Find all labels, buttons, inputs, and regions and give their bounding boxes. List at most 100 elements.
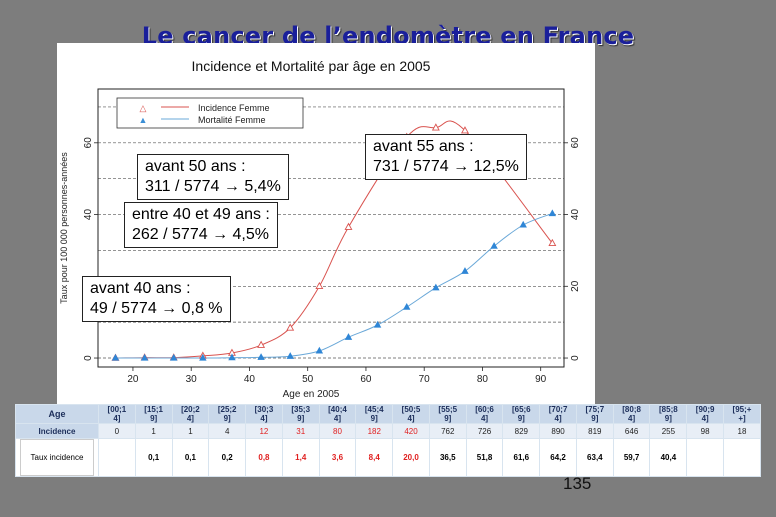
x-tick-label: 80	[477, 374, 489, 385]
incidence-cell: 80	[318, 423, 357, 439]
taux-cell: 51,8	[465, 438, 504, 477]
mortality-point	[519, 220, 527, 228]
incidence-point	[344, 222, 353, 230]
incidence-cell: 1	[134, 423, 173, 439]
legend-mortality-marker: ▲	[139, 115, 148, 125]
incidence-row: Incidence 0 1 1 4 12 31 80 182 420 762 726 829 890 81…	[15, 423, 761, 439]
mortality-point	[257, 353, 265, 360]
mortality-point	[140, 353, 149, 361]
taux-cell: 0,8	[245, 438, 283, 477]
age-group-cell: [25;2 9]	[208, 404, 247, 424]
callout-40-49-line1: entre 40 et 49 ans :	[132, 206, 270, 223]
incidence-cell: 4	[208, 423, 247, 439]
incidence-point	[257, 340, 266, 348]
taux-label: Taux incidence	[19, 439, 95, 476]
legend-box	[116, 97, 304, 129]
mortality-point	[199, 353, 207, 361]
plot-frame	[97, 88, 565, 368]
legend-incidence-label: Incidence Femme	[198, 103, 270, 113]
callout-40-49-line2: 262 / 5774 → 4,5%	[132, 226, 269, 243]
incidence-cell: 31	[281, 423, 320, 439]
y-right-tick-label: 20	[570, 280, 581, 292]
incidence-cell: 12	[245, 423, 283, 439]
y-right-tick-label: 40	[570, 209, 581, 221]
mortality-line	[115, 213, 553, 359]
callout-before-50-line2: 311 / 5774 → 5,4%	[145, 178, 281, 195]
age-group-cell: [35;3 9]	[281, 404, 320, 424]
age-group-cell: [80;8 4]	[612, 404, 651, 424]
taux-label-cell: Taux incidence	[15, 438, 99, 477]
taux-cell: 0,1	[134, 438, 173, 477]
page-number: 135	[563, 474, 592, 493]
x-tick-label: 50	[302, 374, 314, 385]
chart-panel: Incidence et Mortalité par âge en 2005 2…	[57, 43, 595, 405]
chart-legend: △ Incidence Femme ▲ Mortalité Femme	[116, 97, 304, 129]
mortality-point	[286, 352, 294, 359]
taux-cell: 0,2	[208, 438, 247, 477]
age-group-cell: [90;9 4]	[686, 404, 725, 424]
age-group-cell: [70;7 4]	[539, 404, 577, 424]
x-tick-label: 20	[127, 374, 139, 385]
age-group-cell: [55;5 9]	[428, 404, 467, 424]
chart-title: Incidence et Mortalité par âge en 2005	[192, 58, 431, 74]
mortality-point	[490, 241, 498, 249]
legend-mortality-label: Mortalité Femme	[198, 115, 266, 125]
callout-before-40: avant 40 ans : 49 / 5774 → 0,8 %	[82, 276, 231, 322]
incidence-cell: 890	[539, 423, 577, 439]
incidence-cell: 1	[171, 423, 210, 439]
callout-before-55: avant 55 ans : 731 / 5774 → 12,5%	[365, 134, 527, 180]
mortality-point	[315, 346, 324, 354]
age-group-cell: [85;8 9]	[649, 404, 688, 424]
legend-incidence-marker: △	[140, 103, 147, 113]
callout-before-40-line1: avant 40 ans :	[90, 280, 191, 297]
taux-cell: 63,4	[575, 438, 614, 477]
taux-cell	[723, 438, 761, 477]
age-header-row: Age [00;1 4] [15;1 9] [20;2 4] [25;2 9] [30;3 4][…	[15, 404, 761, 424]
mortality-point	[344, 333, 353, 340]
age-group-cell: [95;+ +]	[723, 404, 761, 424]
callout-40-49: entre 40 et 49 ans : 262 / 5774 → 4,5%	[124, 202, 278, 248]
x-tick-label: 30	[186, 374, 198, 385]
age-group-cell: [40;4 4]	[318, 404, 357, 424]
age-group-cell: [20;2 4]	[171, 404, 210, 424]
callout-before-55-line1: avant 55 ans :	[373, 138, 474, 155]
taux-cell: 3,6	[318, 438, 357, 477]
age-group-cell: [50;5 4]	[392, 404, 430, 424]
taux-cell: 64,2	[539, 438, 577, 477]
x-tick-label: 40	[244, 374, 256, 385]
incidence-cell: 255	[649, 423, 688, 439]
age-group-cell: [75;7 9]	[575, 404, 614, 424]
age-group-cell: [60;6 4]	[465, 404, 504, 424]
incidence-label: Incidence	[15, 423, 99, 439]
x-tick-label: 60	[360, 374, 372, 385]
taux-cell	[98, 438, 136, 477]
taux-cell: 1,4	[281, 438, 320, 477]
callout-before-40-line2: 49 / 5774 → 0,8 %	[90, 300, 223, 317]
age-group-cell: [65;6 9]	[502, 404, 541, 424]
incidence-point	[548, 238, 557, 246]
incidence-point	[315, 281, 324, 290]
mortality-point	[373, 320, 382, 328]
callout-before-50: avant 50 ans : 311 / 5774 → 5,4%	[137, 154, 289, 200]
incidence-cell: 726	[465, 423, 504, 439]
y-right-tick-label: 60	[570, 137, 581, 149]
incidence-cell: 420	[392, 423, 430, 439]
callout-before-50-line1: avant 50 ans :	[145, 158, 246, 175]
incidence-cell: 18	[723, 423, 761, 439]
taux-cell: 20,0	[392, 438, 430, 477]
mortality-point	[170, 353, 178, 361]
y-tick-label: 40	[83, 209, 94, 221]
age-group-cell: [45;4 9]	[355, 404, 394, 424]
mortality-point	[403, 302, 411, 310]
incidence-point	[461, 126, 469, 134]
incidence-table: Age [00;1 4] [15;1 9] [20;2 4] [25;2 9] [30;3 4][…	[15, 404, 761, 477]
y-right-tick-label: 0	[570, 355, 581, 361]
taux-cell	[686, 438, 725, 477]
taux-cell: 0,1	[171, 438, 210, 477]
age-group-cell: [15;1 9]	[134, 404, 173, 424]
incidence-cell: 762	[428, 423, 467, 439]
incidence-cell: 829	[502, 423, 541, 439]
x-tick-label: 90	[535, 374, 547, 385]
taux-cell: 61,6	[502, 438, 541, 477]
taux-cell: 36,5	[428, 438, 467, 477]
